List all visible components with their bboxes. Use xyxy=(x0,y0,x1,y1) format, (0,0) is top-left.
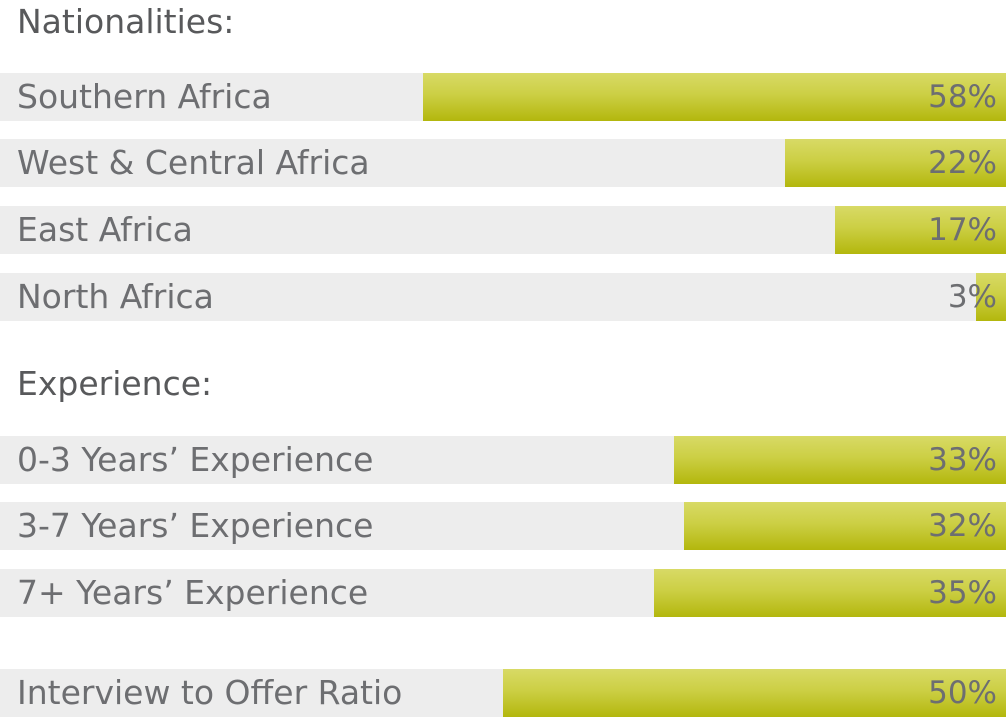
bar-value-southern-africa: 58% xyxy=(928,79,997,115)
bar-value-3-7-years: 32% xyxy=(928,508,997,544)
bar-7-plus-years xyxy=(653,569,1006,617)
bar-row-7-plus-years: 7+ Years’ Experience 35% xyxy=(0,569,1006,617)
nationalities-title: Nationalities: xyxy=(17,2,235,41)
bar-row-0-3-years: 0-3 Years’ Experience 33% xyxy=(0,436,1006,484)
bar-label-east-africa: East Africa xyxy=(17,210,193,249)
bar-label-0-3-years: 0-3 Years’ Experience xyxy=(17,440,374,479)
bar-row-3-7-years: 3-7 Years’ Experience 32% xyxy=(0,502,1006,550)
bar-label-7-plus-years: 7+ Years’ Experience xyxy=(17,573,369,612)
bar-value-west-central-africa: 22% xyxy=(928,145,997,181)
bar-3-7-years xyxy=(684,502,1006,550)
bar-row-east-africa: East Africa 17% xyxy=(0,206,1006,254)
bar-value-0-3-years: 33% xyxy=(928,442,997,478)
bar-east-africa xyxy=(834,206,1006,254)
bar-north-africa xyxy=(975,273,1006,321)
bar-label-3-7-years: 3-7 Years’ Experience xyxy=(17,506,374,545)
bar-value-east-africa: 17% xyxy=(928,212,997,248)
bar-row-southern-africa: Southern Africa 58% xyxy=(0,73,1006,121)
bar-label-west-central-africa: West & Central Africa xyxy=(17,143,370,182)
bar-row-north-africa: North Africa 3% xyxy=(0,273,1006,321)
bar-label-interview-offer-ratio: Interview to Offer Ratio xyxy=(17,673,403,712)
bar-label-north-africa: North Africa xyxy=(17,277,214,316)
bar-value-north-africa: 3% xyxy=(947,279,997,315)
bar-southern-africa xyxy=(422,73,1006,121)
bar-value-interview-offer-ratio: 50% xyxy=(928,675,997,711)
bar-value-7-plus-years: 35% xyxy=(928,575,997,611)
bar-label-southern-africa: Southern Africa xyxy=(17,77,272,116)
bar-0-3-years xyxy=(674,436,1006,484)
bar-row-west-central-africa: West & Central Africa 22% xyxy=(0,139,1006,187)
bar-west-central-africa xyxy=(784,139,1006,187)
experience-title: Experience: xyxy=(17,364,213,403)
bar-interview-offer-ratio xyxy=(503,669,1006,717)
bar-row-interview-offer-ratio: Interview to Offer Ratio 50% xyxy=(0,669,1006,717)
